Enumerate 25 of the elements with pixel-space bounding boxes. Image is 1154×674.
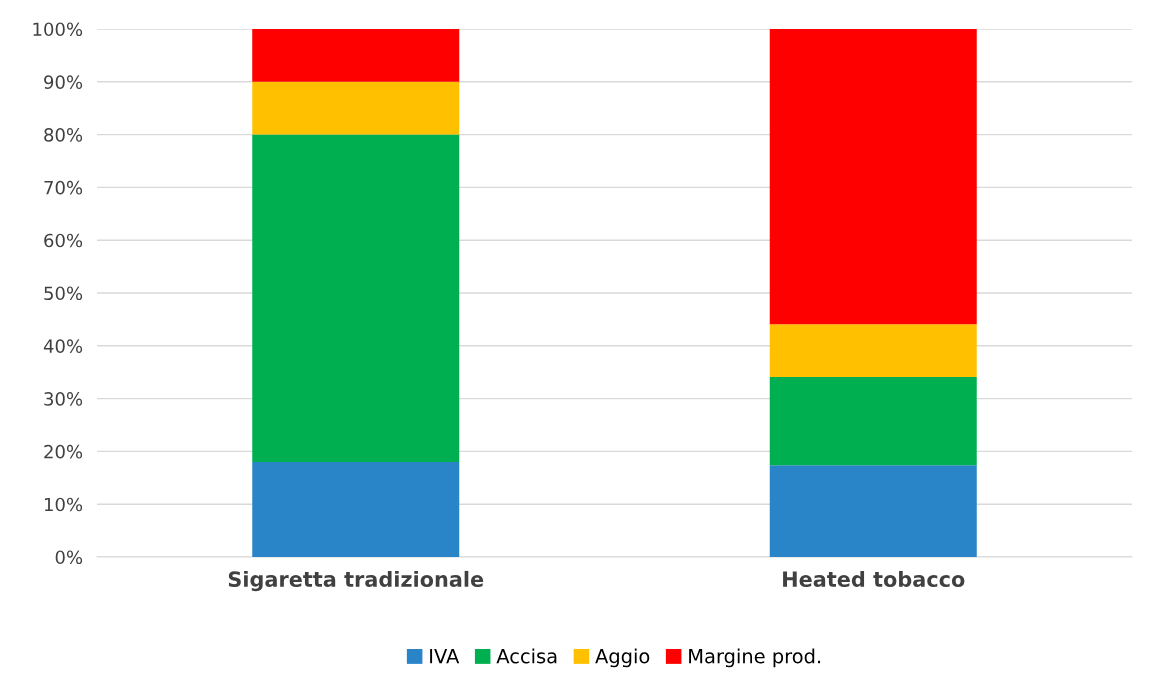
- y-tick-label: 20%: [44, 444, 83, 459]
- y-tick-label: 80%: [44, 128, 83, 142]
- bar: [252, 134, 460, 462]
- bar: [769, 465, 977, 557]
- legend-label: Aggio: [595, 648, 650, 668]
- y-tick-label: 100%: [33, 22, 83, 37]
- bar: [769, 376, 977, 466]
- x-tick-label: Sigaretta tradizionale: [228, 570, 484, 592]
- bar: [252, 81, 460, 135]
- y-tick-label: 50%: [44, 286, 83, 301]
- legend-label: Margine prod.: [689, 648, 821, 668]
- y-tick-label: 10%: [44, 497, 83, 512]
- bar: [769, 324, 977, 377]
- bar: [769, 29, 977, 325]
- x-tick-label: Heated tobacco: [783, 570, 965, 588]
- bar: [252, 461, 460, 557]
- y-tick-label: 70%: [44, 180, 83, 195]
- legend-label: Accisa: [496, 648, 557, 664]
- y-tick-label: 90%: [44, 75, 83, 89]
- y-tick-label: 60%: [44, 233, 83, 248]
- y-tick-label: 40%: [43, 339, 83, 353]
- y-tick-label: 30%: [44, 392, 83, 406]
- y-tick-label: 0%: [55, 550, 83, 565]
- legend-label: IVA: [430, 649, 460, 664]
- bar: [252, 29, 460, 82]
